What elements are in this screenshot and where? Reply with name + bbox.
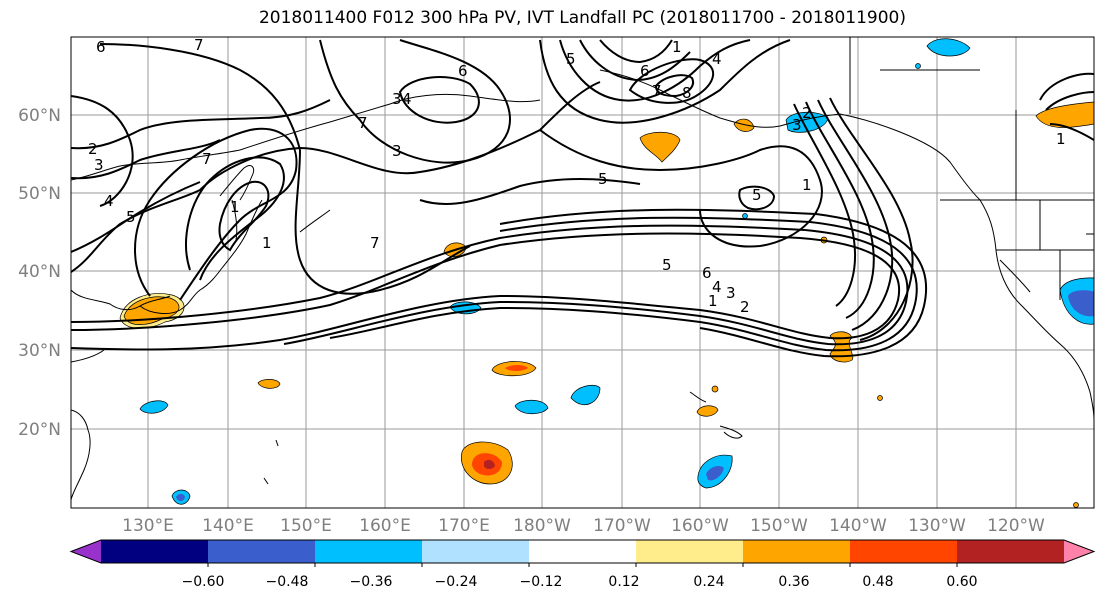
colorbar-tick-label: −0.36 <box>350 574 393 590</box>
contour-label: 6 <box>96 38 106 56</box>
lon-label: 150°E <box>280 516 332 536</box>
contour-label: 3 <box>94 156 104 174</box>
contour-label: 5 <box>662 256 672 274</box>
lon-label: 170°E <box>438 516 490 536</box>
lon-label: 160°E <box>359 516 411 536</box>
colorbar-segment <box>636 540 744 563</box>
lat-label: 20°N <box>18 420 61 440</box>
colorbar-segment <box>529 540 637 563</box>
lon-label: 140°E <box>202 516 254 536</box>
lat-label: 60°N <box>18 106 61 126</box>
lon-label: 120°W <box>987 516 1045 536</box>
colorbar-segment <box>101 540 209 563</box>
colorbar-tick-label: −0.24 <box>435 574 478 590</box>
lat-label: 50°N <box>18 184 61 204</box>
colorbar-segment <box>957 540 1065 563</box>
colorbar <box>69 539 1096 567</box>
colorbar-segment <box>743 540 851 563</box>
contour-label: 2 <box>740 298 750 316</box>
pv-contours <box>71 39 1094 358</box>
lon-label: 150°W <box>750 516 808 536</box>
lon-label: 160°W <box>671 516 729 536</box>
lon-label: 130°W <box>908 516 966 536</box>
lat-label: 30°N <box>18 341 61 361</box>
colorbar-segment <box>208 540 316 563</box>
lon-label: 130°E <box>122 516 174 536</box>
contour-label: 4 <box>712 278 722 296</box>
contour-label: 7 <box>194 36 204 54</box>
lat-label: 40°N <box>18 262 61 282</box>
contour-label: 7 <box>358 114 368 132</box>
contour-label: 1 <box>802 176 812 194</box>
latitude-labels: 60°N 50°N 40°N 30°N 20°N <box>18 106 61 440</box>
contour-label: 4 <box>104 192 114 210</box>
contour-label: 2 <box>88 140 98 158</box>
contour-label: 3 <box>392 90 402 108</box>
colorbar-labels: −0.60 −0.48 −0.36 −0.24 −0.12 0.12 0.24 … <box>182 574 978 590</box>
contour-label: 6 <box>458 62 468 80</box>
colorbar-tick-label: 0.48 <box>862 574 893 590</box>
contour-label: 1 <box>672 38 682 56</box>
colorbar-tick-label: 0.24 <box>693 574 724 590</box>
contour-label: 3 <box>792 116 802 134</box>
colorbar-outline <box>69 539 1096 564</box>
colorbar-segment <box>422 540 530 563</box>
colorbar-tick-label: 0.12 <box>608 574 639 590</box>
contour-label: 5 <box>598 170 608 188</box>
contour-label: 5 <box>752 186 762 204</box>
colorbar-tick-label: 0.36 <box>778 574 809 590</box>
contour-label: 6 <box>702 264 712 282</box>
contour-label: 4 <box>402 90 412 108</box>
colorbar-tick-label: −0.60 <box>182 574 225 590</box>
contour-label: 7 <box>202 150 212 168</box>
colorbar-tick-label: −0.48 <box>266 574 309 590</box>
contour-label: 3 <box>726 284 736 302</box>
longitude-labels: 130°E 140°E 150°E 160°E 170°E 180°W 170°… <box>122 516 1045 536</box>
contour-label: 2 <box>802 104 812 122</box>
colorbar-extension-low <box>71 540 101 563</box>
contour-label: 7 <box>652 82 662 100</box>
lon-label: 170°W <box>593 516 651 536</box>
contour-label: 7 <box>370 234 380 252</box>
colorbar-segment <box>315 540 423 563</box>
colorbar-segment <box>850 540 958 563</box>
contour-label: 1 <box>230 198 240 216</box>
coastlines <box>71 37 1094 501</box>
contour-label: 1 <box>262 234 272 252</box>
lon-label: 140°W <box>829 516 887 536</box>
contour-label: 4 <box>712 50 722 68</box>
contour-label: 1 <box>708 292 718 310</box>
map-frame <box>70 36 1095 509</box>
colorbar-tick-label: 0.60 <box>946 574 977 590</box>
contour-label: 6 <box>640 62 650 80</box>
contour-label: 5 <box>126 208 136 226</box>
contour-label: 3 <box>392 142 402 160</box>
contour-label: 8 <box>682 84 692 102</box>
map-title: 2018011400 F012 300 hPa PV, IVT Landfall… <box>258 8 906 28</box>
lon-label: 180°W <box>513 516 571 536</box>
map-background <box>71 37 1094 508</box>
contour-label: 1 <box>1056 130 1066 148</box>
contour-label: 5 <box>566 50 576 68</box>
contour-labels: 6 7 6 1 3 4 5 6 7 4 8 3 2 7 3 4 5 5 1 1 … <box>88 36 1066 316</box>
colorbar-tick-label: −0.12 <box>520 574 563 590</box>
colorbar-extension-high <box>1064 540 1094 563</box>
